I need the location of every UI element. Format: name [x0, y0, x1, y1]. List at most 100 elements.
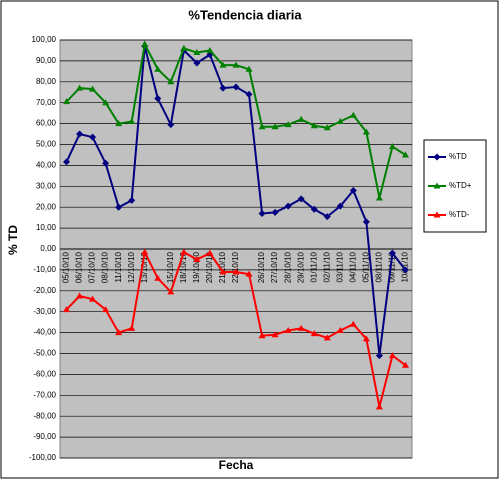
point [102, 159, 110, 167]
point [76, 130, 84, 138]
point [232, 268, 240, 275]
point [128, 196, 136, 204]
point [258, 332, 266, 339]
x-tick-label: 29/10/10 [296, 251, 305, 283]
y-tick-label: -30,00 [33, 307, 56, 316]
y-tick-label: 50,00 [36, 140, 57, 149]
point [206, 46, 214, 53]
x-tick-label: 03/11/10 [335, 251, 344, 282]
y-axis-label: % TD [6, 225, 20, 255]
point [245, 270, 253, 277]
point [115, 329, 123, 336]
point [271, 208, 279, 216]
point [362, 128, 370, 135]
y-tick-label: 40,00 [36, 161, 57, 170]
point [167, 78, 175, 85]
x-tick-label: 19/10/10 [192, 251, 201, 283]
point [102, 99, 110, 106]
y-tick-label: -20,00 [33, 286, 56, 295]
point [219, 84, 227, 92]
x-tick-label: 05/10/10 [62, 251, 71, 283]
point [206, 249, 214, 256]
x-tick-label: 11/10/10 [114, 251, 123, 282]
point [297, 195, 305, 203]
y-tick-label: -90,00 [33, 432, 56, 441]
point [219, 268, 227, 275]
x-tick-label: 07/10/10 [88, 251, 97, 283]
point [323, 334, 331, 341]
point [310, 122, 318, 129]
x-tick-label: 08/10/10 [101, 251, 110, 283]
y-tick-label: -10,00 [33, 265, 56, 274]
point [310, 330, 318, 337]
point [362, 335, 370, 342]
x-tick-label: 26/10/10 [257, 251, 266, 283]
point [63, 306, 71, 313]
point [180, 44, 188, 51]
point [271, 123, 279, 130]
point [128, 118, 136, 125]
point [193, 59, 201, 67]
point [232, 61, 240, 68]
x-tick-label: 08/11/10 [375, 251, 384, 282]
x-tick-label: 18/10/10 [179, 251, 188, 283]
legend-marker [433, 182, 441, 189]
legend-label: %TD+ [449, 181, 472, 190]
y-tick-label: -70,00 [33, 390, 56, 399]
point [362, 218, 370, 226]
point [232, 83, 240, 91]
x-tick-label: 20/10/10 [205, 251, 214, 283]
point [271, 331, 279, 338]
y-tick-label: -50,00 [33, 349, 56, 358]
y-tick-label: -40,00 [33, 328, 56, 337]
point [115, 203, 123, 211]
y-tick-label: 10,00 [36, 223, 57, 232]
point [76, 292, 84, 299]
y-tick-label: 20,00 [36, 202, 57, 211]
point [128, 324, 136, 331]
point [375, 194, 383, 201]
x-tick-label: 13/10/10 [140, 251, 149, 283]
point [89, 85, 97, 92]
y-tick-label: 60,00 [36, 119, 57, 128]
point [310, 205, 318, 213]
point [258, 123, 266, 130]
point [297, 324, 305, 331]
point [219, 61, 227, 68]
y-tick-label: 90,00 [36, 56, 57, 65]
x-tick-label: 09/11/10 [388, 251, 397, 282]
y-tick-label: 70,00 [36, 98, 57, 107]
point [115, 120, 123, 127]
point [401, 151, 409, 158]
point [323, 213, 331, 221]
x-tick-label: 02/11/10 [322, 251, 331, 282]
point [102, 306, 110, 313]
point [284, 121, 292, 128]
x-tick-label: 21/10/10 [218, 251, 227, 283]
point [76, 84, 84, 91]
point [141, 40, 149, 47]
x-tick-label: 27/10/10 [270, 251, 279, 283]
point [141, 248, 149, 255]
point [375, 352, 383, 360]
point [167, 121, 175, 129]
point [323, 124, 331, 131]
x-tick-label: 04/11/10 [348, 251, 357, 282]
x-tick-label: 15/10/10 [166, 251, 175, 283]
y-tick-label: 30,00 [36, 181, 57, 190]
x-axis-label: Fecha [219, 458, 254, 472]
point [336, 202, 344, 210]
point [336, 327, 344, 334]
point [401, 361, 409, 368]
point [284, 327, 292, 334]
point [167, 288, 175, 295]
point [258, 209, 266, 217]
point [245, 90, 253, 98]
point [388, 352, 396, 359]
x-tick-label: 01/11/10 [309, 251, 318, 282]
point [336, 118, 344, 125]
point [349, 186, 357, 194]
point [154, 65, 162, 72]
point [297, 115, 305, 122]
x-tick-label: 06/10/10 [75, 251, 84, 283]
